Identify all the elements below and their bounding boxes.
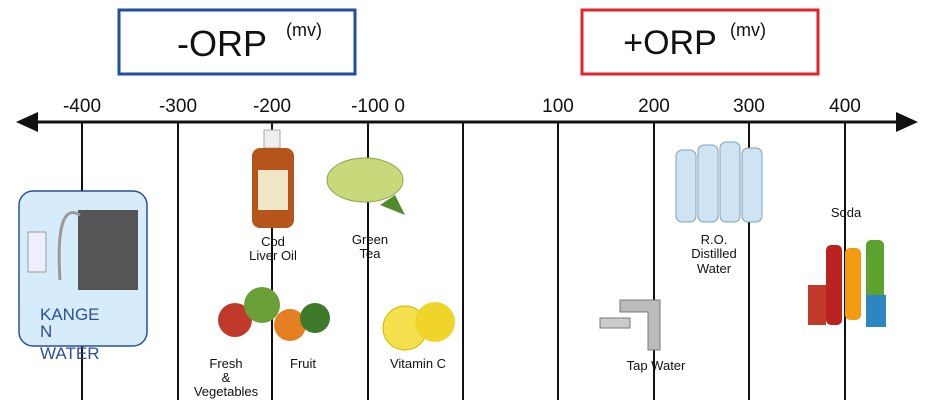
tick-label: 400 — [829, 96, 861, 117]
tick-label: 200 — [638, 96, 670, 117]
veg — [300, 303, 330, 333]
lemon — [415, 302, 455, 342]
item-label: Water — [697, 261, 732, 276]
bottle — [676, 150, 696, 222]
bottle — [720, 142, 740, 222]
tick-label: -300 — [159, 96, 197, 117]
arrow-left — [16, 112, 38, 132]
kangen-machine — [78, 210, 138, 290]
item-label: Liver Oil — [249, 248, 297, 263]
item-label: & — [222, 370, 231, 385]
kangen-label: WATER — [40, 344, 100, 363]
positive-unit: (mv) — [730, 20, 766, 40]
tick-label: 300 — [733, 96, 765, 117]
negative-unit: (mv) — [286, 20, 322, 40]
can — [808, 285, 826, 325]
positive-label: +ORP — [623, 24, 717, 62]
orp-diagram: -ORP (mv) +ORP (mv) -400 -300 -200 -100 … — [0, 0, 931, 400]
item-label: R.O. — [701, 232, 728, 247]
tea-cup — [327, 158, 403, 202]
bottle — [742, 148, 762, 222]
item-label: Green — [352, 232, 388, 247]
arrow-right — [896, 112, 918, 132]
bottle — [826, 245, 842, 325]
soda-bottles — [808, 240, 886, 327]
item-label: Vegetables — [194, 384, 259, 399]
item-label: Tea — [360, 246, 382, 261]
negative-label: -ORP — [177, 23, 267, 64]
tap-spout — [600, 318, 630, 328]
bottle-cap — [264, 130, 280, 148]
oil-label — [258, 170, 288, 210]
water-bottles — [676, 142, 762, 222]
tick-label: 100 — [542, 96, 574, 117]
item-label: Fruit — [290, 356, 316, 371]
item-label: Cod — [261, 234, 285, 249]
tick-label: -100 0 — [351, 96, 405, 117]
kangen-glass — [28, 232, 46, 272]
item-label: Tap Water — [627, 358, 686, 373]
can — [866, 295, 886, 327]
veg — [244, 287, 280, 323]
bottle — [698, 145, 718, 222]
item-label: Vitamin C — [390, 356, 446, 371]
vegetables — [218, 287, 330, 341]
kangen-label: N — [40, 322, 52, 341]
item-label: Fresh — [209, 356, 242, 371]
tick-label: -400 — [63, 96, 101, 117]
item-label: Soda — [831, 205, 862, 220]
tick-label: -200 — [253, 96, 291, 117]
item-label: Distilled — [691, 246, 737, 261]
bottle — [845, 248, 861, 320]
